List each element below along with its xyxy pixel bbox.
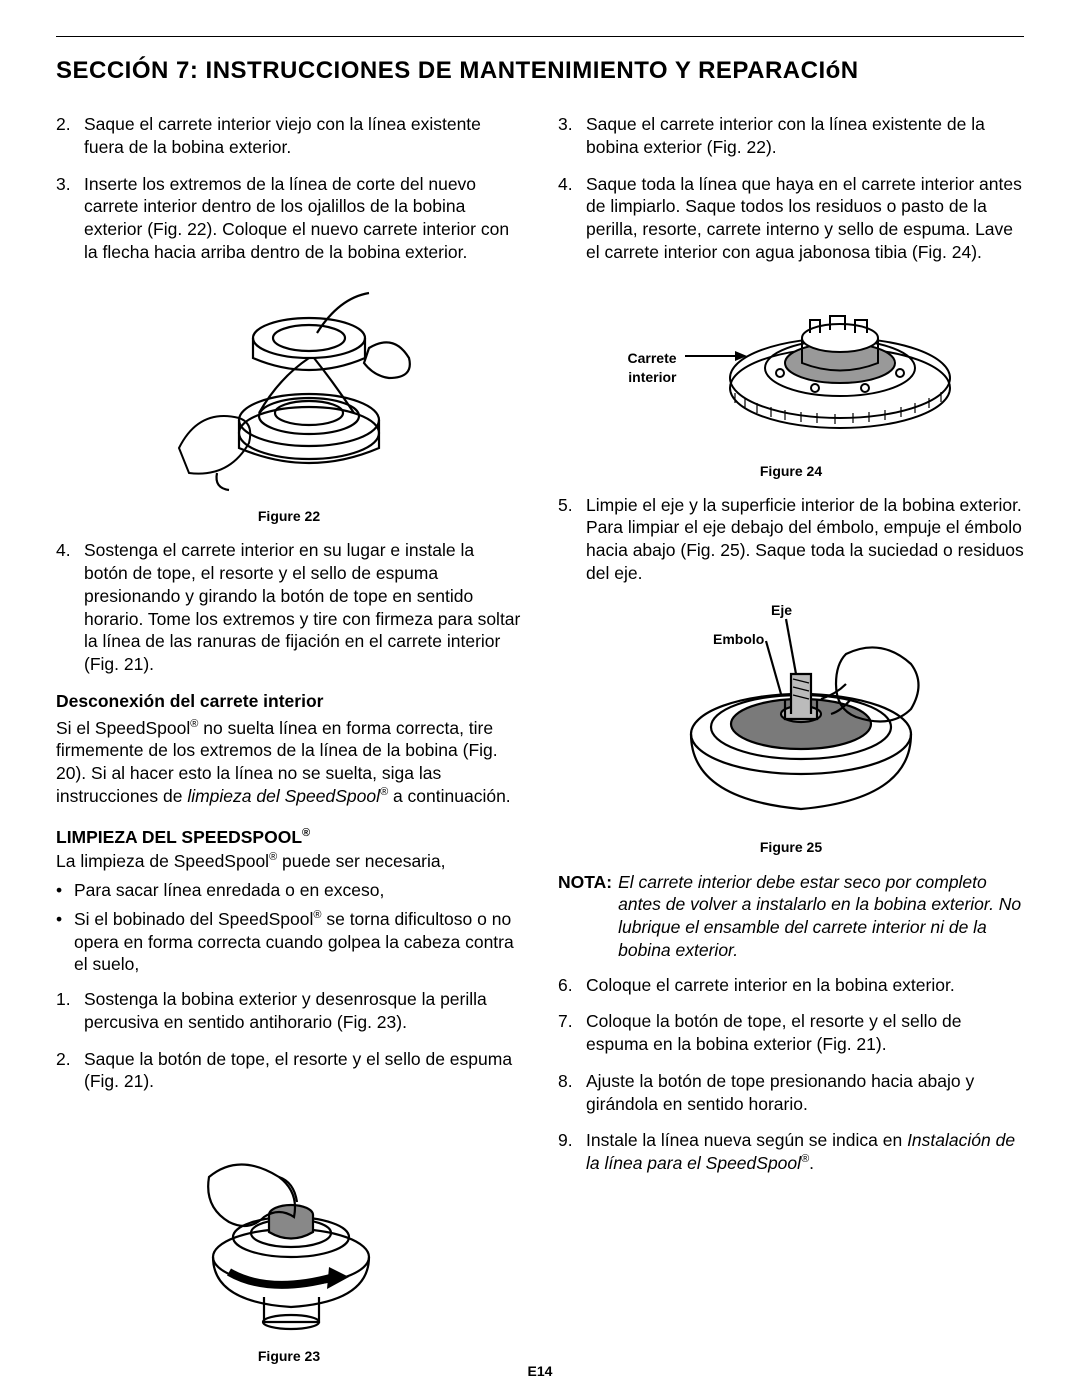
item-text: Saque el carrete interior viejo con la l… bbox=[84, 113, 522, 159]
item-number: 2. bbox=[56, 1048, 84, 1094]
figure-22: Figure 22 bbox=[56, 278, 522, 526]
item-number: 3. bbox=[56, 173, 84, 264]
item-text: Saque el carrete interior con la línea e… bbox=[586, 113, 1024, 159]
callout-eje: Eje bbox=[771, 602, 792, 618]
item-number: 2. bbox=[56, 113, 84, 159]
figure-24: Carrete interior bbox=[558, 278, 1024, 480]
bullet-dot: • bbox=[56, 879, 74, 902]
manual-page: SECCIÓN 7: INSTRUCCIONES DE MANTENIMIENT… bbox=[0, 0, 1080, 1397]
registered-mark: ® bbox=[302, 827, 310, 839]
figure-24-illustration bbox=[685, 278, 955, 458]
registered-mark: ® bbox=[380, 786, 388, 798]
item-number: 6. bbox=[558, 974, 586, 997]
item-text: Limpie el eje y la superficie interior d… bbox=[586, 494, 1024, 585]
note-block: NOTA: El carrete interior debe estar sec… bbox=[558, 871, 1024, 962]
item-text: Inserte los extremos de la línea de cort… bbox=[84, 173, 522, 264]
list-item: 8. Ajuste la botón de tope presionando h… bbox=[558, 1070, 1024, 1116]
text: LIMPIEZA DEL SPEEDSPOOL bbox=[56, 827, 302, 847]
item-number: 9. bbox=[558, 1129, 586, 1175]
item-text: Sostenga la bobina exterior y desenrosqu… bbox=[84, 988, 522, 1034]
item-number: 5. bbox=[558, 494, 586, 585]
figure-25: Eje Embolo bbox=[558, 599, 1024, 857]
item-text: Coloque el carrete interior en la bobina… bbox=[586, 974, 1024, 997]
figure-caption: Figure 24 bbox=[558, 462, 1024, 480]
paragraph: Si el SpeedSpool® no suelta línea en for… bbox=[56, 717, 522, 808]
item-text: Ajuste la botón de tope presionando haci… bbox=[586, 1070, 1024, 1116]
figure-23-illustration bbox=[169, 1107, 409, 1337]
section-heading: LIMPIEZA DEL SPEEDSPOOL® bbox=[56, 826, 522, 849]
bullet-item: • Si el bobinado del SpeedSpool® se torn… bbox=[56, 908, 522, 976]
item-number: 4. bbox=[56, 539, 84, 676]
text: Si el SpeedSpool bbox=[56, 718, 190, 738]
note-label: NOTA: bbox=[558, 871, 618, 962]
list-item: 9. Instale la línea nueva según se indic… bbox=[558, 1129, 1024, 1175]
list-item: 4. Saque toda la línea que haya en el ca… bbox=[558, 173, 1024, 264]
bullet-text: Para sacar línea enredada o en exceso, bbox=[74, 879, 522, 902]
list-item: 3. Saque el carrete interior con la líne… bbox=[558, 113, 1024, 159]
text: La limpieza de SpeedSpool bbox=[56, 851, 269, 871]
note-text: El carrete interior debe estar seco por … bbox=[618, 871, 1024, 962]
item-text: Coloque la botón de tope, el resorte y e… bbox=[586, 1010, 1024, 1056]
item-text: Instale la línea nueva según se indica e… bbox=[586, 1129, 1024, 1175]
paragraph: La limpieza de SpeedSpool® puede ser nec… bbox=[56, 850, 522, 873]
callout-embolo: Embolo bbox=[713, 631, 764, 647]
italic-text: limpieza del SpeedSpool bbox=[187, 786, 380, 806]
list-item: 5. Limpie el eje y la superficie interio… bbox=[558, 494, 1024, 585]
list-item: 1. Sostenga la bobina exterior y desenro… bbox=[56, 988, 522, 1034]
figure-row: Carrete interior bbox=[627, 278, 954, 458]
item-number: 4. bbox=[558, 173, 586, 264]
list-item: 7. Coloque la botón de tope, el resorte … bbox=[558, 1010, 1024, 1056]
list-item: 2. Saque el carrete interior viejo con l… bbox=[56, 113, 522, 159]
registered-mark: ® bbox=[269, 852, 277, 864]
text: a continuación. bbox=[388, 786, 511, 806]
text: Instale la línea nueva según se indica e… bbox=[586, 1130, 907, 1150]
item-text: Sostenga el carrete interior en su lugar… bbox=[84, 539, 522, 676]
text: puede ser necesaria, bbox=[277, 851, 445, 871]
figure-caption: Figure 22 bbox=[56, 507, 522, 525]
item-text: Saque toda la línea que haya en el carre… bbox=[586, 173, 1024, 264]
figure-22-illustration bbox=[159, 278, 419, 498]
figure-23: Figure 23 bbox=[56, 1107, 522, 1365]
list-item: 2. Saque la botón de tope, el resorte y … bbox=[56, 1048, 522, 1094]
item-number: 3. bbox=[558, 113, 586, 159]
callout-line1: Carrete bbox=[627, 349, 676, 367]
section-title: SECCIÓN 7: INSTRUCCIONES DE MANTENIMIENT… bbox=[56, 57, 1024, 85]
page-number: E14 bbox=[0, 1363, 1080, 1379]
item-number: 1. bbox=[56, 988, 84, 1034]
figure-caption: Figure 25 bbox=[558, 838, 1024, 856]
item-number: 7. bbox=[558, 1010, 586, 1056]
right-column: 3. Saque el carrete interior con la líne… bbox=[558, 113, 1024, 1379]
list-item: 4. Sostenga el carrete interior en su lu… bbox=[56, 539, 522, 676]
list-item: 6. Coloque el carrete interior en la bob… bbox=[558, 974, 1024, 997]
list-item: 3. Inserte los extremos de la línea de c… bbox=[56, 173, 522, 264]
text: . bbox=[809, 1153, 814, 1173]
item-number: 8. bbox=[558, 1070, 586, 1116]
left-column: 2. Saque el carrete interior viejo con l… bbox=[56, 113, 522, 1379]
top-rule bbox=[56, 36, 1024, 37]
bullet-text: Si el bobinado del SpeedSpool® se torna … bbox=[74, 908, 522, 976]
bullet-item: • Para sacar línea enredada o en exceso, bbox=[56, 879, 522, 902]
callout-line2: interior bbox=[627, 368, 676, 386]
two-column-layout: 2. Saque el carrete interior viejo con l… bbox=[56, 113, 1024, 1379]
item-text: Saque la botón de tope, el resorte y el … bbox=[84, 1048, 522, 1094]
bullet-dot: • bbox=[56, 908, 74, 976]
callout-label: Carrete interior bbox=[627, 349, 676, 385]
figure-25-illustration: Eje Embolo bbox=[641, 599, 941, 829]
sub-heading: Desconexión del carrete interior bbox=[56, 690, 522, 713]
text: Si el bobinado del SpeedSpool bbox=[74, 909, 313, 929]
registered-mark: ® bbox=[801, 1153, 809, 1165]
